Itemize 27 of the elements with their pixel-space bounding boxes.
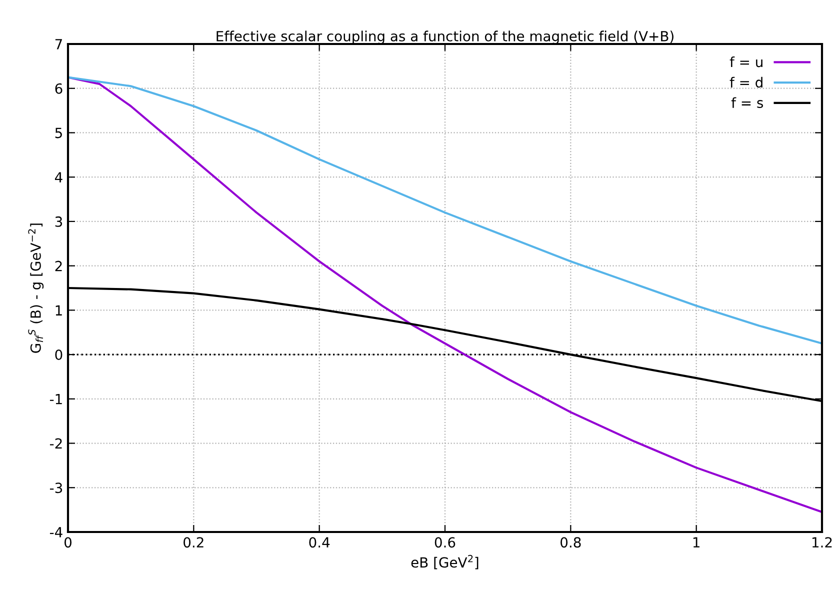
line-series xyxy=(68,76,822,344)
legend-label: f = s xyxy=(731,97,763,108)
x-tick-label: 0.4 xyxy=(309,537,330,548)
y-tick-label: 1 xyxy=(56,305,62,316)
y-tick-label: 5 xyxy=(55,128,62,138)
y-tick-label: -4 xyxy=(50,527,62,538)
y-axis-title: G$_{ff}$$^{S}$ (B) - g [GeV$^{−2}$] xyxy=(28,224,44,353)
y-tick-label: -1 xyxy=(50,394,62,404)
x-tick-label: 0.2 xyxy=(184,537,204,548)
x-tick-label: 0.8 xyxy=(560,537,581,548)
x-tick-label: 0 xyxy=(64,537,72,548)
y-tick-label: -3 xyxy=(50,482,62,494)
y-tick-label: 7 xyxy=(55,39,62,50)
x-tick-label: 1.2 xyxy=(812,537,832,548)
legend-label: f = d xyxy=(730,76,762,88)
legend-label: f = u xyxy=(730,56,762,68)
chart-title: Effective scalar coupling as a function of the magnetic field (V+B) xyxy=(216,30,674,44)
y-tick-label: -2 xyxy=(50,438,62,449)
y-tick-label: 0 xyxy=(55,350,62,360)
x-tick-label: 0.6 xyxy=(434,537,456,548)
x-tick-label: 1 xyxy=(693,537,700,548)
y-tick-label: 3 xyxy=(55,216,62,227)
x-axis-title: eB [GeV$^{2}$] xyxy=(411,554,478,570)
y-tick-label: 2 xyxy=(55,260,62,272)
y-tick-label: 4 xyxy=(54,172,62,182)
y-tick-label: 6 xyxy=(55,83,62,94)
line-series xyxy=(68,76,822,514)
